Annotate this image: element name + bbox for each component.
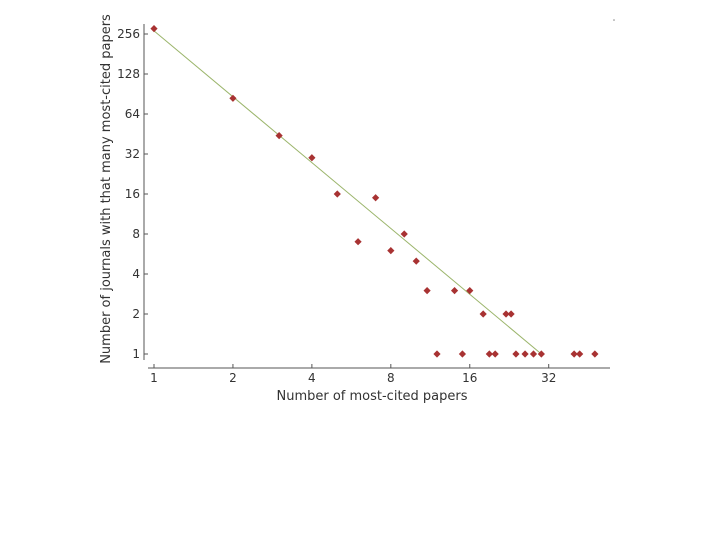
y-tick-label: 64	[125, 107, 140, 121]
y-tick-label: 8	[132, 227, 140, 241]
data-point	[591, 350, 599, 358]
x-tick-label: 32	[541, 371, 556, 385]
axes: 1 2 4 8 16 32 1 2 4 8 16 32 64 128 256	[117, 24, 610, 385]
data-point	[354, 238, 362, 246]
data-point	[507, 310, 515, 318]
axis-labels: Number of most-cited papers Number of jo…	[99, 14, 468, 404]
x-tick-label: 8	[387, 371, 395, 385]
x-tick-label: 4	[308, 371, 316, 385]
x-tick-label: 1	[150, 371, 158, 385]
x-axis-title: Number of most-cited papers	[276, 389, 467, 404]
data-point	[412, 257, 420, 265]
y-tick-label: 2	[132, 307, 140, 321]
y-tick-label: 4	[132, 267, 140, 281]
y-axis-title: Number of journals with that many most-c…	[99, 14, 114, 364]
data-point	[275, 132, 283, 140]
data-point	[485, 350, 493, 358]
data-points	[150, 25, 599, 358]
data-point	[502, 310, 510, 318]
fit-line-group	[153, 30, 542, 355]
data-point	[423, 287, 431, 295]
data-point	[333, 190, 341, 198]
y-tick-label: 1	[132, 347, 140, 361]
data-point	[450, 287, 459, 295]
y-tick-label: 128	[117, 67, 140, 81]
data-point	[570, 350, 578, 358]
y-tick-label: 16	[125, 187, 140, 201]
data-point	[229, 94, 237, 102]
data-point	[491, 350, 499, 358]
x-tick-label: 16	[462, 371, 477, 385]
data-point	[150, 25, 158, 33]
data-point	[400, 230, 408, 238]
data-point	[387, 247, 395, 255]
data-point	[537, 350, 545, 358]
data-point	[466, 287, 474, 295]
data-point	[433, 350, 441, 358]
data-point	[458, 350, 467, 358]
data-point	[512, 350, 520, 358]
fit-line	[153, 30, 542, 355]
data-point	[372, 194, 380, 202]
y-tick-label: 256	[117, 27, 140, 41]
x-tick-label: 2	[229, 371, 237, 385]
data-point	[521, 350, 529, 358]
data-point	[479, 310, 487, 318]
y-tick-label: 32	[125, 147, 140, 161]
data-point	[529, 350, 538, 358]
stray-dot	[613, 19, 615, 21]
data-point	[576, 350, 584, 358]
data-point	[308, 154, 316, 162]
